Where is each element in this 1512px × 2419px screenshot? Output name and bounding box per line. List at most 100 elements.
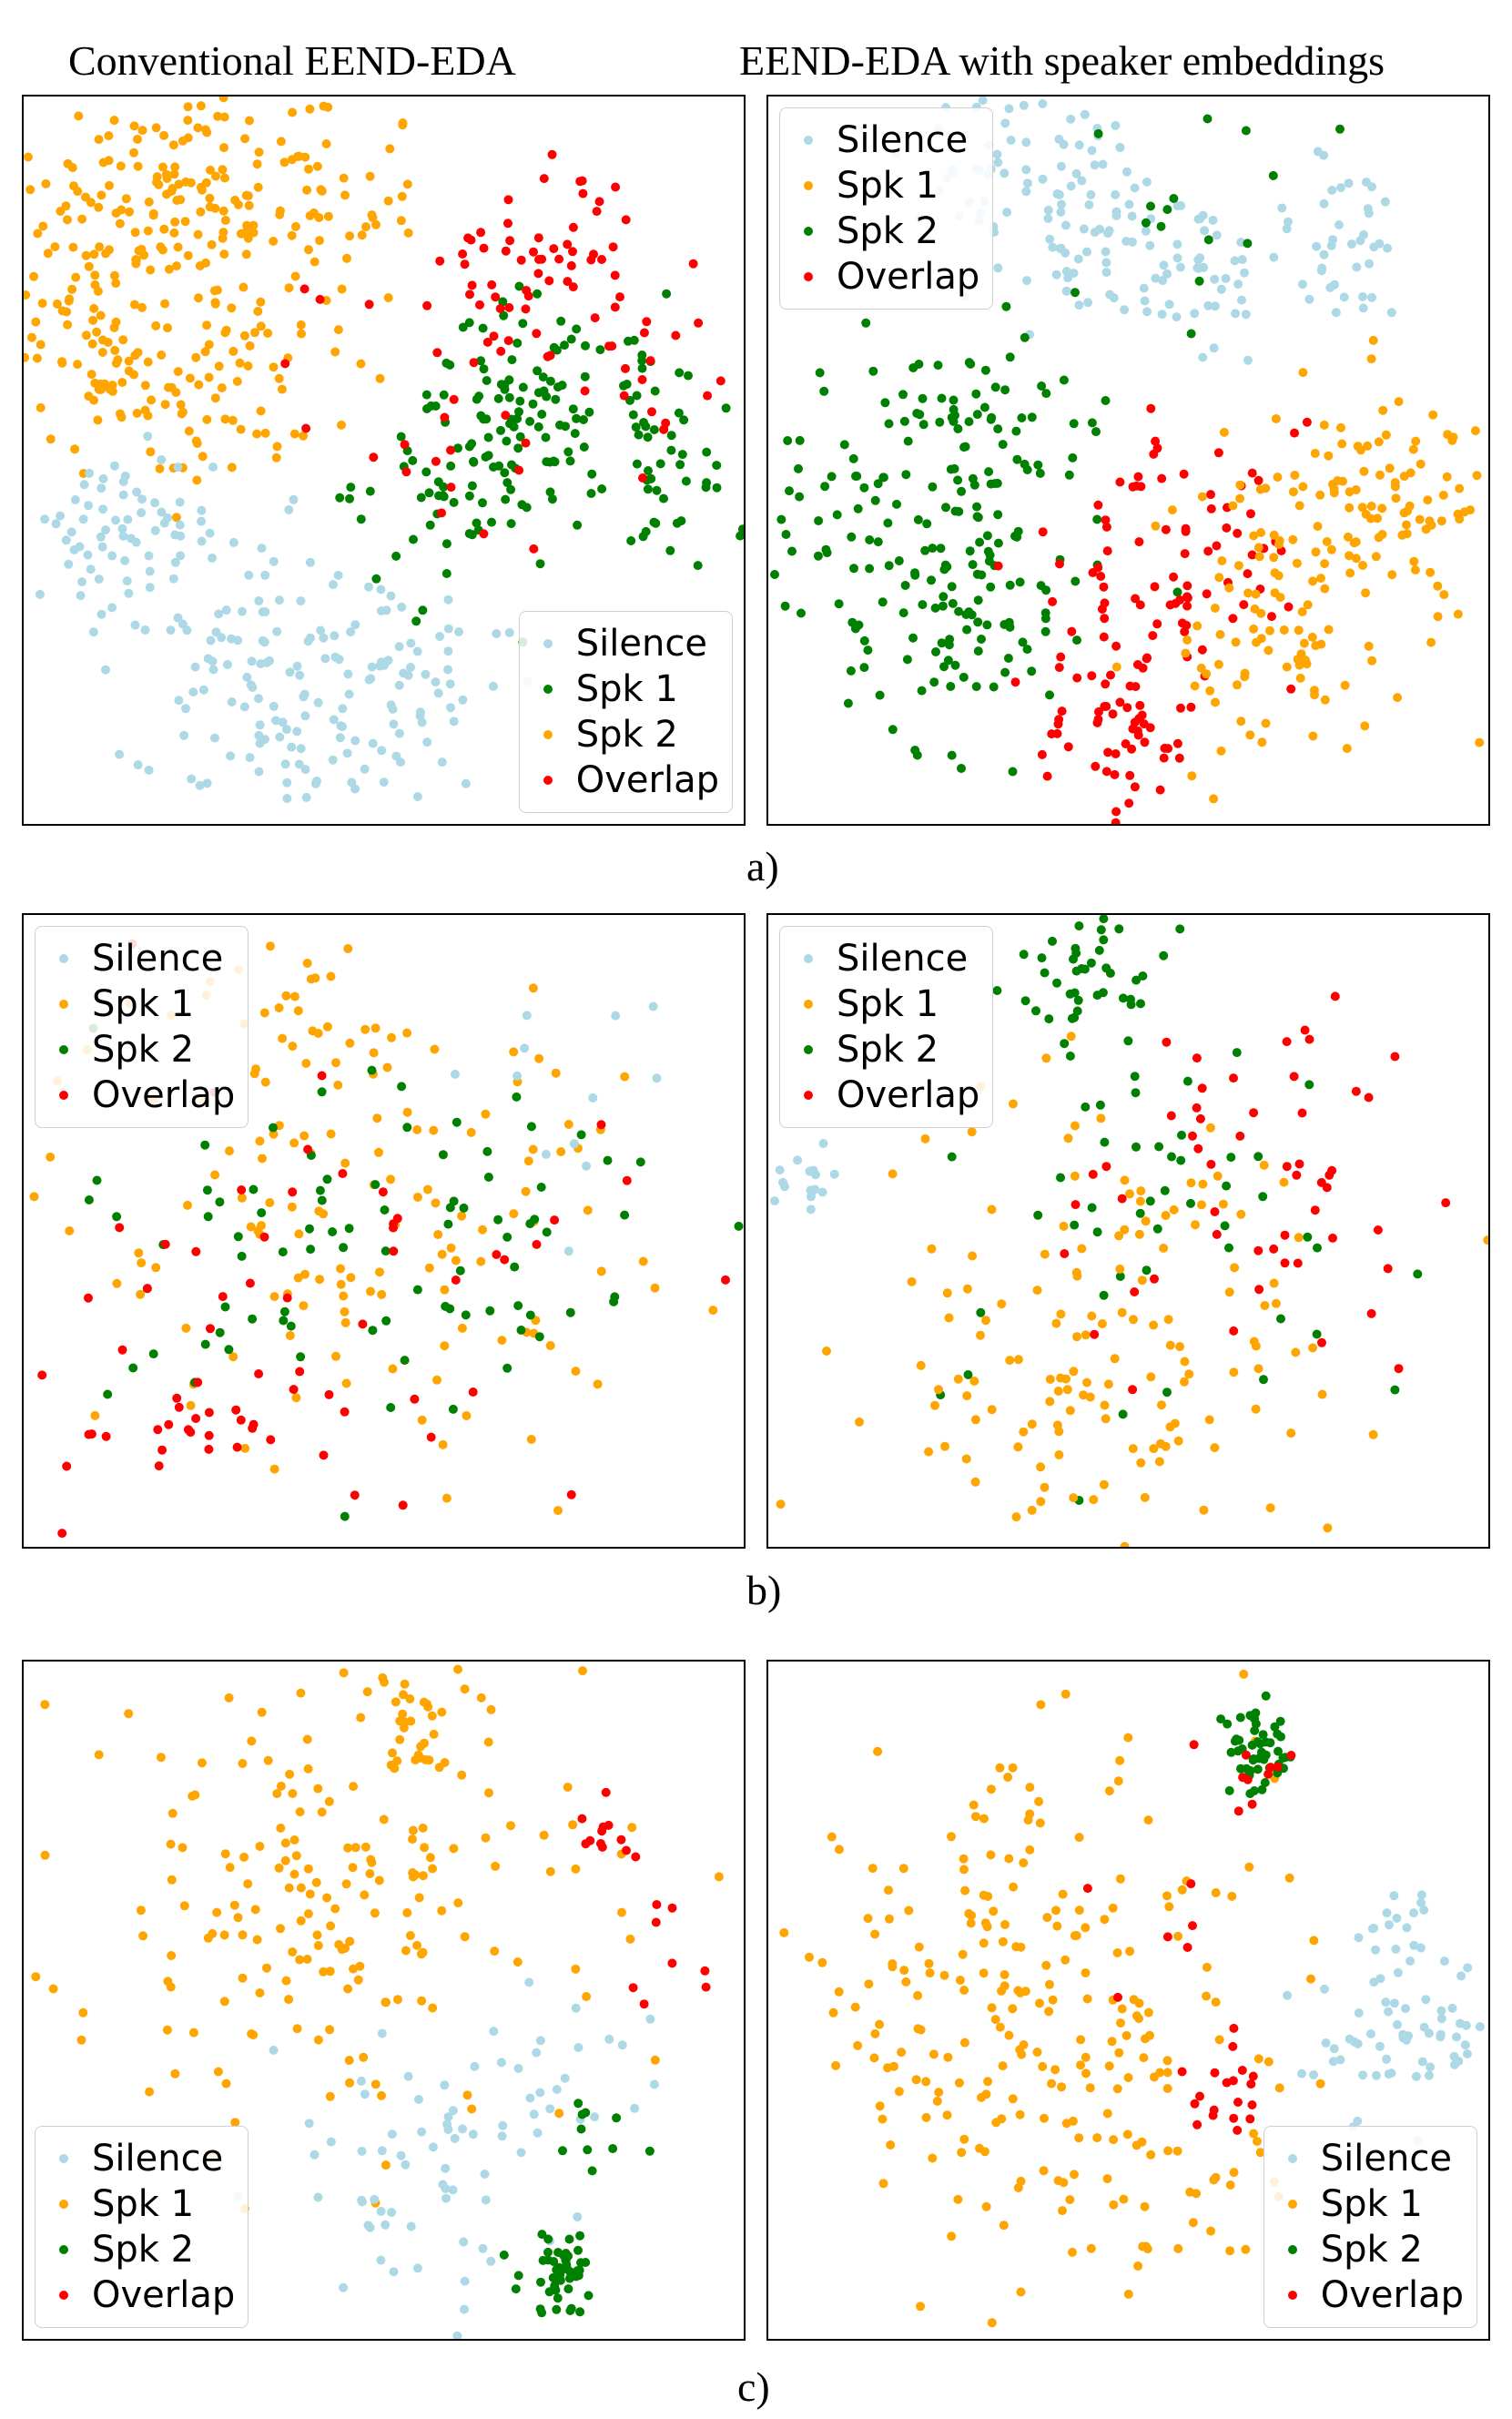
- scatter-point: [192, 475, 202, 485]
- scatter-point: [1180, 626, 1190, 636]
- scatter-point: [400, 440, 410, 450]
- scatter-point: [1366, 2029, 1375, 2038]
- scatter-point: [556, 316, 566, 326]
- scatter-point: [221, 2079, 231, 2089]
- scatter-point: [259, 1008, 269, 1018]
- scatter-plot-area: [779, 1669, 1485, 2328]
- scatter-point: [232, 1442, 242, 1452]
- scatter-point: [255, 1988, 265, 1997]
- scatter-point: [256, 321, 266, 331]
- scatter-point: [191, 1246, 201, 1256]
- scatter-point: [1122, 703, 1132, 713]
- scatter-point: [849, 564, 858, 574]
- scatter-point: [1202, 669, 1212, 679]
- scatter-point: [667, 1958, 677, 1968]
- scatter-point: [1300, 1025, 1310, 1035]
- scatter-point: [310, 2150, 320, 2160]
- scatter-point: [637, 356, 647, 366]
- scatter-point: [446, 1243, 456, 1253]
- scatter-point: [1059, 2178, 1069, 2188]
- scatter-point: [1074, 140, 1084, 150]
- scatter-point: [551, 394, 561, 404]
- scatter-point: [1393, 2019, 1402, 2029]
- legend-label: Spk 1: [837, 165, 939, 207]
- scatter-point: [280, 359, 290, 369]
- scatter-point: [700, 1966, 710, 1976]
- scatter-point: [350, 620, 360, 630]
- scatter-point: [1206, 2226, 1216, 2236]
- scatter-point: [1140, 1492, 1150, 1502]
- scatter-point: [150, 498, 160, 508]
- scatter-point: [571, 1964, 581, 1974]
- scatter-point: [1060, 1689, 1071, 1699]
- scatter-point: [984, 467, 994, 477]
- scatter-point: [957, 764, 966, 773]
- scatter-point: [1267, 612, 1276, 622]
- scatter-point: [1260, 1301, 1270, 1310]
- scatter-point: [621, 363, 630, 373]
- scatter-point: [1263, 2057, 1274, 2067]
- scatter-point: [817, 1187, 827, 1197]
- scatter-point: [568, 247, 577, 257]
- scatter-point: [611, 182, 621, 192]
- scatter-point: [401, 467, 411, 477]
- scatter-point: [1142, 177, 1152, 187]
- scatter-point: [1374, 437, 1384, 447]
- scatter-point: [247, 656, 257, 666]
- scatter-point: [1357, 503, 1367, 513]
- scatter-point: [526, 1122, 536, 1132]
- scatter-point: [566, 1489, 576, 1499]
- scatter-point: [1237, 295, 1246, 305]
- scatter-point: [467, 280, 477, 290]
- scatter-point: [391, 1697, 401, 1707]
- scatter-point: [386, 1174, 396, 1184]
- scatter-point: [886, 2140, 896, 2150]
- scatter-point: [295, 670, 305, 680]
- scatter-point: [1006, 136, 1016, 145]
- scatter-point: [399, 668, 409, 678]
- scatter-point: [1111, 641, 1121, 651]
- legend-item: Spk 1: [791, 163, 979, 208]
- scatter-point: [483, 451, 493, 461]
- scatter-point: [953, 2194, 963, 2204]
- scatter-point: [1072, 1332, 1081, 1342]
- scatter-point: [225, 1146, 234, 1156]
- scatter-point: [1126, 1000, 1136, 1010]
- scatter-point: [279, 158, 289, 168]
- scatter-point: [496, 425, 505, 435]
- scatter-point: [402, 1123, 412, 1133]
- scatter-point: [1319, 420, 1329, 430]
- scatter-point: [589, 249, 598, 259]
- scatter-point: [1113, 1776, 1123, 1786]
- scatter-point: [138, 1931, 148, 1941]
- scatter-point: [1172, 312, 1182, 322]
- scatter-point: [957, 486, 967, 496]
- scatter-point: [999, 2221, 1009, 2231]
- scatter-point: [1109, 2200, 1119, 2210]
- scatter-point: [850, 2002, 860, 2012]
- scatter-point: [1048, 1995, 1058, 2005]
- scatter-point: [300, 1269, 310, 1279]
- scatter-point: [293, 1006, 303, 1016]
- scatter-point: [245, 116, 254, 126]
- scatter-point: [528, 983, 538, 993]
- scatter-point: [395, 1734, 405, 1744]
- scatter-point: [558, 2146, 567, 2156]
- scatter-point: [148, 210, 158, 220]
- scatter-point: [1173, 2243, 1183, 2253]
- scatter-point: [474, 391, 484, 401]
- scatter-point: [1062, 1385, 1072, 1395]
- scatter-point: [590, 2112, 600, 2122]
- scatter-point: [255, 1136, 265, 1146]
- scatter-point: [1054, 134, 1064, 144]
- scatter-point: [1308, 576, 1318, 586]
- scatter-point: [1162, 1387, 1172, 1398]
- scatter-point: [626, 536, 636, 545]
- scatter-point: [196, 101, 206, 111]
- scatter-point: [164, 1419, 174, 1429]
- scatter-point: [109, 461, 119, 471]
- scatter-point: [997, 2114, 1007, 2124]
- scatter-point: [248, 1423, 258, 1433]
- scatter-point: [1076, 2035, 1086, 2045]
- scatter-point: [1011, 1512, 1021, 1522]
